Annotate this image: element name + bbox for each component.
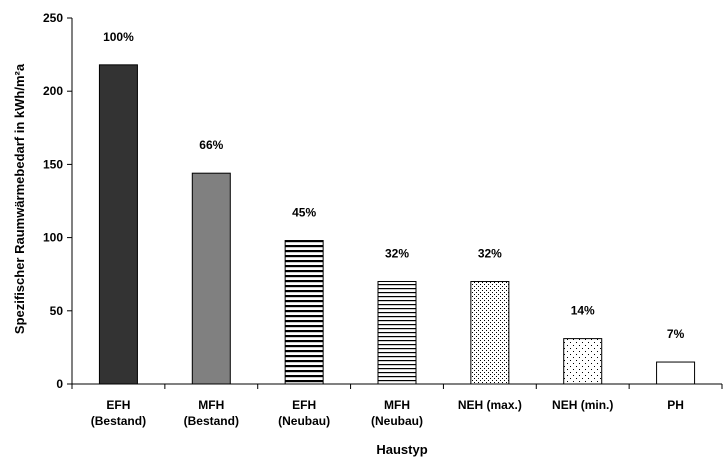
y-tick-label: 100 [43, 231, 63, 245]
data-label: 7% [667, 327, 685, 341]
data-label: 32% [478, 247, 502, 261]
bar [191, 172, 231, 385]
labels: 0 50 100 150 200 250 100% EFH (Bestand) 66% MFH (Be… [43, 11, 685, 428]
x-tick-label: NEH (max.) [458, 398, 522, 412]
x-tick-label: (Bestand) [91, 414, 146, 428]
x-tick-label: (Bestand) [184, 414, 239, 428]
data-label: 100% [103, 30, 134, 44]
bar [98, 64, 138, 385]
y-tick-label: 200 [43, 84, 63, 98]
data-label: 66% [199, 138, 223, 152]
x-tick-label: (Neubau) [371, 414, 423, 428]
x-tick-label: EFH [106, 398, 130, 412]
bar [563, 338, 603, 385]
y-tick-label: 50 [50, 304, 64, 318]
y-axis-title: Spezifischer Raumwärmebedarf in kWh/m²a [12, 63, 27, 334]
x-tick-label: PH [667, 398, 684, 412]
bar [377, 281, 417, 385]
data-label: 32% [385, 247, 409, 261]
x-tick-label: MFH [198, 398, 224, 412]
data-label: 14% [571, 304, 595, 318]
x-tick-label: MFH [384, 398, 410, 412]
bar [470, 281, 510, 385]
bar [284, 240, 324, 385]
bar [656, 361, 696, 385]
y-tick-label: 0 [56, 377, 63, 391]
axes [67, 17, 723, 389]
data-label: 45% [292, 206, 316, 220]
y-tick-label: 150 [43, 157, 63, 171]
x-tick-label: NEH (min.) [552, 398, 613, 412]
x-tick-label: EFH [292, 398, 316, 412]
x-tick-label: (Neubau) [278, 414, 330, 428]
y-tick-label: 250 [43, 11, 63, 25]
bars [98, 64, 696, 385]
x-axis-title: Haustyp [376, 442, 427, 457]
